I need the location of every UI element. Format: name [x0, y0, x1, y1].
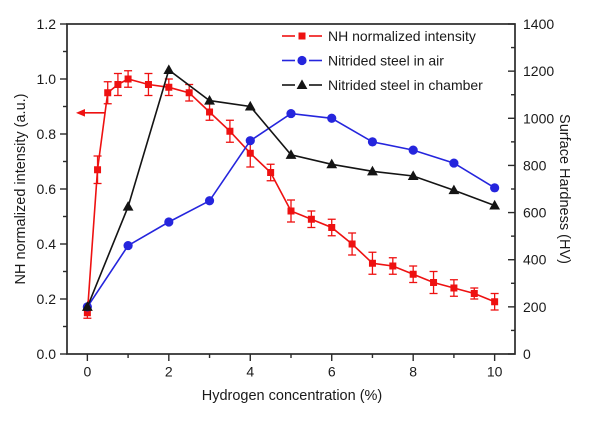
- data-point-marker: [122, 201, 134, 211]
- legend-item-nh-normalized-intensity: NH normalized intensity: [282, 28, 476, 44]
- data-point-marker: [328, 224, 336, 231]
- x-tick-label: 6: [328, 363, 336, 379]
- data-point-marker: [163, 64, 175, 74]
- data-point-marker: [267, 169, 275, 176]
- x-tick-label: 0: [83, 363, 91, 379]
- left-tick-label: 0.8: [37, 126, 57, 142]
- data-point-marker: [389, 262, 397, 270]
- series-nh-normalized-intensity: [83, 70, 499, 319]
- data-point-marker: [244, 100, 256, 111]
- left-arrow-annotation: [75, 109, 105, 117]
- right-tick-label: 800: [523, 157, 547, 173]
- data-point-marker: [430, 279, 438, 286]
- legend-label: NH normalized intensity: [328, 28, 476, 44]
- axis-ticks: 0 2 4 6 8 10 0.0 0.2 0.4 0.6 0.8 1.0 1.2 0 200 400 600 80…: [37, 16, 555, 379]
- legend-marker-triangle-icon: [296, 79, 308, 89]
- legend-marker-square-icon: [298, 32, 306, 40]
- legend-marker-circle-icon: [297, 55, 307, 66]
- left-tick-label: 0.6: [37, 181, 57, 197]
- x-tick-label: 2: [165, 363, 173, 379]
- right-tick-label: 1200: [523, 63, 554, 79]
- data-point-marker: [327, 113, 337, 123]
- right-tick-label: 600: [523, 205, 547, 221]
- data-point-marker: [204, 196, 215, 206]
- data-point-marker: [449, 158, 459, 168]
- data-point-marker: [165, 83, 173, 91]
- legend-item-nitrided-steel-in-chamber: Nitrided steel in chamber: [282, 77, 483, 93]
- data-point-marker: [489, 199, 501, 210]
- left-tick-label: 1.2: [37, 16, 57, 32]
- right-axis-title: Surface Hardness (HV): [556, 114, 572, 264]
- data-point-marker: [204, 95, 215, 105]
- right-tick-label: 200: [523, 299, 547, 315]
- x-tick-label: 10: [487, 363, 503, 379]
- data-point-marker: [114, 81, 122, 88]
- data-point-marker: [124, 75, 132, 83]
- legend-label: Nitrided steel in chamber: [328, 77, 483, 93]
- data-point-marker: [226, 127, 234, 135]
- data-point-marker: [246, 149, 254, 157]
- data-point-marker: [185, 89, 193, 97]
- left-tick-label: 0.2: [37, 291, 57, 307]
- data-point-marker: [491, 298, 499, 306]
- data-point-marker: [285, 149, 297, 159]
- data-point-marker: [164, 217, 174, 227]
- data-point-marker: [448, 184, 460, 195]
- data-point-marker: [409, 270, 417, 278]
- data-point-marker: [83, 309, 91, 317]
- series-nitrided-steel-in-chamber: [81, 64, 501, 311]
- data-point-marker: [450, 284, 458, 292]
- data-point-marker: [307, 215, 315, 223]
- data-point-marker: [104, 89, 112, 97]
- left-tick-label: 0.4: [37, 236, 57, 252]
- data-point-marker: [286, 108, 296, 119]
- data-point-marker: [348, 240, 356, 248]
- data-point-marker: [123, 240, 133, 251]
- legend-label: Nitrided steel in air: [328, 53, 444, 69]
- x-axis-title: Hydrogen concentration (%): [201, 388, 383, 404]
- arrow-head-icon: [75, 109, 85, 117]
- right-tick-label: 0: [523, 346, 531, 362]
- data-point-marker: [368, 259, 376, 267]
- data-point-marker: [367, 137, 378, 147]
- data-point-marker: [94, 166, 102, 174]
- data-point-marker: [144, 81, 152, 88]
- data-point-marker: [408, 145, 418, 155]
- legend: NH normalized intensity Nitrided steel in…: [282, 28, 483, 93]
- x-tick-label: 8: [409, 363, 417, 379]
- data-point-marker: [81, 301, 93, 311]
- right-tick-label: 1000: [523, 110, 554, 126]
- data-point-marker: [407, 170, 419, 181]
- legend-item-nitrided-steel-in-air: Nitrided steel in air: [282, 53, 444, 69]
- x-tick-label: 4: [246, 363, 254, 379]
- data-point-marker: [470, 290, 478, 297]
- data-point-marker: [287, 207, 295, 215]
- left-axis-title: NH normalized intensity (a.u.): [13, 93, 29, 285]
- right-tick-label: 400: [523, 252, 547, 268]
- data-point-marker: [326, 158, 338, 169]
- data-point-marker: [245, 136, 255, 146]
- data-point-marker: [206, 108, 214, 116]
- right-tick-label: 1400: [523, 16, 554, 32]
- data-point-marker: [367, 165, 378, 176]
- left-tick-label: 0.0: [37, 346, 57, 362]
- data-point-marker: [490, 183, 500, 193]
- left-tick-label: 1.0: [37, 71, 57, 87]
